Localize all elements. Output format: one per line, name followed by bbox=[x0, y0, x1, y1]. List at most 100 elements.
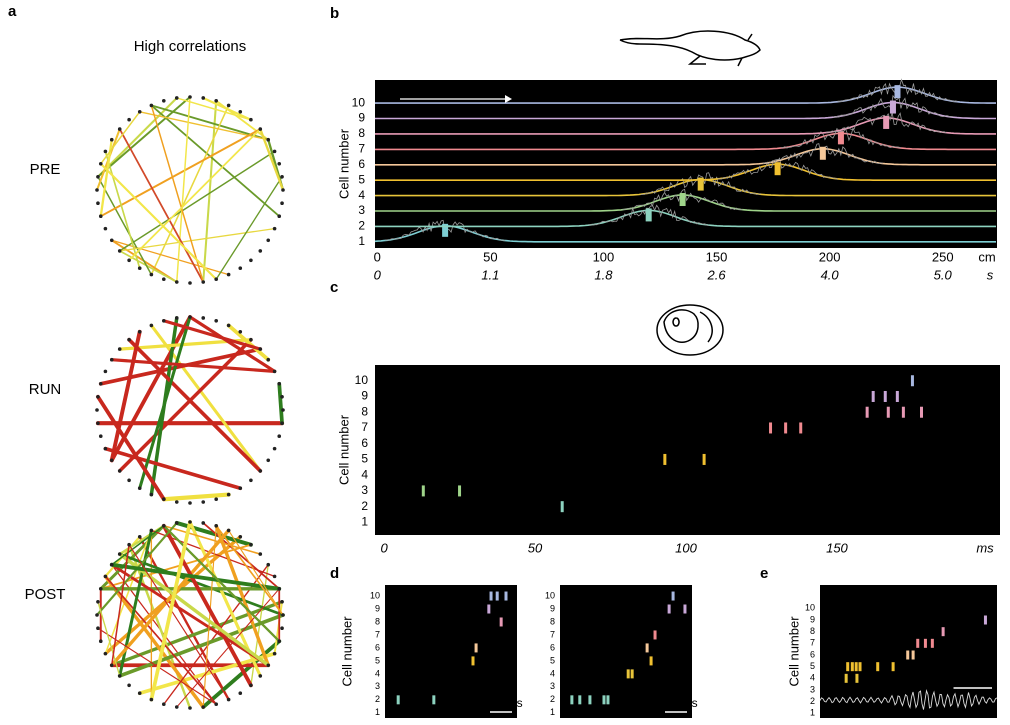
peak-marker bbox=[889, 100, 896, 114]
spike bbox=[578, 695, 582, 705]
edge bbox=[215, 176, 283, 280]
node bbox=[280, 626, 284, 631]
node bbox=[161, 98, 166, 103]
node bbox=[174, 521, 179, 525]
y-tick-label: 6 bbox=[550, 642, 555, 652]
spike bbox=[784, 422, 788, 434]
place-field-curve bbox=[375, 178, 996, 197]
time-unit: s bbox=[987, 267, 994, 282]
y-tick-label: 1 bbox=[550, 707, 555, 717]
time-label: 4.0 bbox=[821, 267, 840, 282]
peak-marker bbox=[442, 223, 449, 237]
y-tick-label: 9 bbox=[810, 614, 815, 624]
y-tick-label: 3 bbox=[375, 681, 380, 691]
node bbox=[96, 174, 100, 179]
node bbox=[281, 188, 285, 192]
y-tick-label: 2 bbox=[361, 499, 368, 513]
peak-marker bbox=[697, 177, 704, 191]
spike bbox=[432, 695, 436, 705]
time-label: 1.1 bbox=[481, 267, 499, 282]
edge bbox=[103, 446, 243, 491]
node bbox=[95, 613, 99, 617]
time-label: 1.8 bbox=[594, 267, 613, 282]
y-tick-label: 5 bbox=[375, 655, 380, 665]
spike bbox=[854, 662, 858, 672]
edge bbox=[104, 529, 153, 655]
place-field-curve bbox=[375, 117, 996, 135]
x-unit: ms bbox=[976, 540, 994, 555]
spike bbox=[769, 422, 773, 434]
edge bbox=[96, 96, 178, 178]
spike bbox=[923, 638, 927, 648]
node bbox=[127, 258, 131, 263]
time-label: 2.6 bbox=[706, 267, 726, 282]
spike bbox=[865, 406, 869, 418]
node bbox=[277, 214, 282, 219]
spike bbox=[474, 643, 478, 653]
node bbox=[127, 683, 131, 688]
spike bbox=[883, 390, 887, 402]
y-tick-label: 5 bbox=[550, 655, 555, 665]
edge bbox=[117, 337, 253, 473]
lfp-trace bbox=[819, 688, 998, 710]
y-tick-label: 9 bbox=[358, 111, 365, 125]
spike bbox=[910, 375, 914, 387]
scale-bar-label: 50 ms bbox=[954, 672, 987, 686]
scale-bar-label: 50 ms bbox=[665, 696, 698, 710]
peak-marker bbox=[894, 85, 901, 99]
node bbox=[149, 528, 154, 533]
node bbox=[109, 458, 114, 463]
spike bbox=[855, 673, 859, 683]
edge bbox=[109, 329, 142, 463]
node bbox=[117, 469, 122, 473]
place-field-curve bbox=[375, 86, 996, 104]
node bbox=[249, 542, 253, 547]
y-tick-label: 7 bbox=[810, 638, 815, 648]
node bbox=[188, 315, 192, 319]
y-tick-label: 2 bbox=[550, 694, 555, 704]
node bbox=[272, 651, 277, 656]
edge bbox=[202, 525, 217, 708]
panel-label: a bbox=[8, 3, 17, 20]
y-tick-label: 7 bbox=[361, 420, 368, 434]
y-tick-label: 4 bbox=[550, 668, 555, 678]
edge bbox=[202, 96, 252, 121]
place-field-curve bbox=[375, 163, 996, 181]
peak-marker bbox=[774, 162, 781, 176]
node bbox=[226, 528, 231, 533]
edge bbox=[111, 239, 230, 276]
y-tick-label: 6 bbox=[361, 436, 368, 450]
node bbox=[258, 674, 263, 678]
spike bbox=[799, 422, 803, 434]
spike bbox=[919, 406, 923, 418]
spike bbox=[570, 695, 574, 705]
edge bbox=[118, 552, 285, 617]
running-rat bbox=[619, 30, 761, 67]
x-tick-label: 50 bbox=[483, 249, 497, 264]
node bbox=[201, 316, 206, 320]
node bbox=[277, 434, 282, 439]
node bbox=[103, 651, 108, 656]
x-tick-label: 100 bbox=[675, 540, 697, 555]
y-tick-label: 10 bbox=[545, 590, 555, 600]
node bbox=[95, 408, 99, 412]
spike bbox=[895, 390, 899, 402]
panel-label: d bbox=[330, 565, 339, 582]
spike bbox=[396, 695, 400, 705]
y-tick-label: 1 bbox=[375, 707, 380, 717]
y-tick-label: 3 bbox=[810, 684, 815, 694]
node bbox=[137, 486, 142, 491]
y-tick-label: 4 bbox=[810, 673, 815, 683]
edge bbox=[109, 562, 282, 591]
edge bbox=[110, 563, 270, 667]
x-tick-label: 200 bbox=[819, 249, 841, 264]
y-tick-label: 5 bbox=[810, 661, 815, 671]
node bbox=[137, 329, 142, 334]
y-axis-label: Cell number bbox=[339, 616, 354, 687]
edge bbox=[110, 528, 231, 667]
edge bbox=[150, 104, 204, 283]
y-tick-label: 3 bbox=[361, 483, 368, 497]
node bbox=[127, 542, 131, 547]
edge bbox=[259, 127, 285, 192]
edge bbox=[118, 128, 205, 283]
